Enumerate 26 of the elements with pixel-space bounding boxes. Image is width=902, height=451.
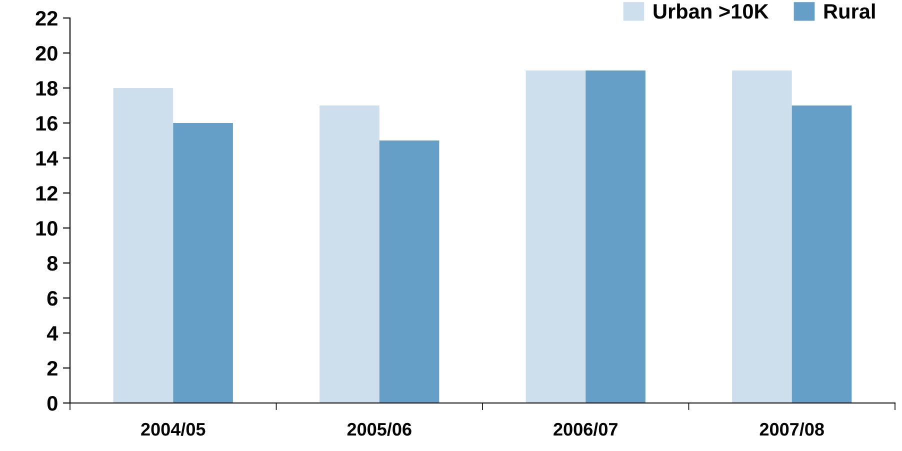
x-tick-label: 2006/07 <box>554 422 618 436</box>
bar <box>379 140 440 403</box>
y-tick-label: 22 <box>36 11 58 26</box>
legend-label: Urban >10K <box>654 3 769 19</box>
y-tick-label: 10 <box>36 221 58 236</box>
bar <box>792 106 852 403</box>
bar <box>732 70 792 403</box>
y-tick-label: 0 <box>47 396 58 411</box>
y-tick-label: 4 <box>46 326 58 341</box>
bar <box>526 70 586 403</box>
y-tick-label: 12 <box>36 186 58 201</box>
y-tick-label: 18 <box>36 81 58 96</box>
y-tick-label: 16 <box>36 116 58 131</box>
x-tick-label: 2007/08 <box>760 422 824 436</box>
x-tick-label: 2005/06 <box>347 422 412 436</box>
x-tick-label: 2004/05 <box>141 422 206 436</box>
legend-label: Rural <box>824 3 875 19</box>
bar <box>113 88 174 403</box>
bar <box>320 106 380 403</box>
bar <box>173 123 233 403</box>
y-tick-label: 8 <box>47 256 58 271</box>
y-tick-label: 20 <box>36 46 58 61</box>
bar <box>586 70 646 403</box>
y-tick-label: 2 <box>47 361 58 376</box>
y-tick-label: 14 <box>36 151 58 166</box>
y-tick-label: 6 <box>47 291 58 306</box>
